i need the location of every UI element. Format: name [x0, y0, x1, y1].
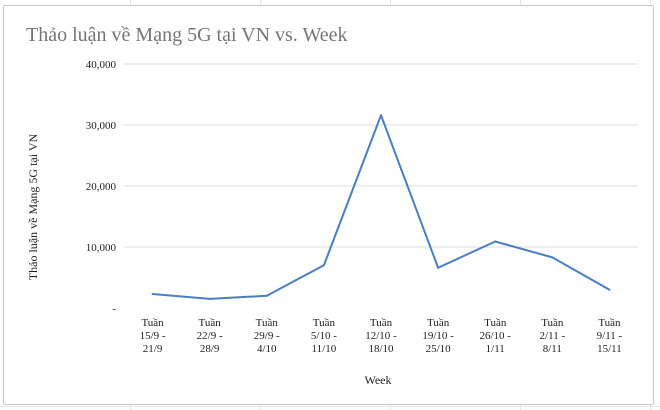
data-point	[151, 292, 154, 295]
y-tick-label: 40,000	[86, 59, 117, 71]
chart-title: Thảo luận về Mạng 5G tại VN vs. Week	[26, 24, 348, 46]
x-tick-label: Tuần 12/10 -18/10	[365, 317, 397, 355]
y-tick-label: -	[112, 303, 116, 315]
data-point	[265, 294, 268, 297]
data-point	[380, 114, 382, 117]
x-tick-label: Tuần 9/11 -15/11	[597, 317, 623, 355]
x-tick-label: Tuần 5/10 -11/10	[311, 317, 337, 355]
sheet-gridline	[0, 406, 660, 407]
x-axis-title: Week	[364, 373, 391, 387]
x-tick-label: Tuần 2/11 -8/11	[540, 317, 566, 355]
data-point	[437, 266, 440, 269]
data-point	[494, 240, 497, 243]
gridlines	[124, 63, 638, 248]
x-tick-label: Tuần 22/9 -28/9	[197, 317, 223, 355]
y-tick-label: 30,000	[86, 120, 117, 132]
x-axis-ticks: Tuần 15/9 -21/9 Tuần 22/9 -28/9 Tuần 29/9 -4/…	[140, 317, 623, 355]
x-tick-label: Tuần 19/10 -25/10	[422, 317, 454, 355]
y-tick-label: 20,000	[86, 181, 117, 193]
data-point	[608, 288, 611, 291]
chart-container[interactable]: Thảo luận về Mạng 5G tại VN vs. Week	[3, 5, 654, 405]
data-point	[322, 264, 325, 267]
series-line	[152, 114, 610, 300]
y-axis-ticks: - 10,000 20,000 30,000 40,000	[86, 59, 117, 315]
x-tick-label: Tuần 29/9 -4/10	[254, 317, 280, 355]
y-axis-title: Thảo luận về Mạng 5G tại VN	[26, 133, 40, 280]
x-tick-label: Tuần 15/9 -21/9	[140, 317, 166, 355]
series-layer	[151, 114, 611, 300]
data-point	[208, 297, 211, 300]
x-tick-label: Tuần 26/10 -1/11	[479, 317, 511, 355]
data-point	[551, 256, 554, 259]
y-tick-label: 10,000	[86, 242, 117, 254]
